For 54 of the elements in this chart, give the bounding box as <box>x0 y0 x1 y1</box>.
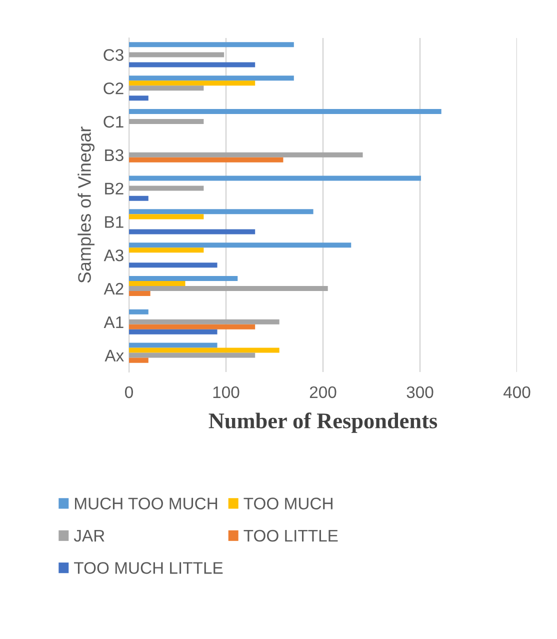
y-tick-label: Ax <box>104 350 124 362</box>
bar <box>129 280 186 286</box>
bar <box>129 329 218 334</box>
legend-label: MUCH TOO MUCH <box>75 498 218 510</box>
y-axis-title: Samples of Vinegar <box>78 126 94 283</box>
bar <box>129 324 256 330</box>
bar <box>129 286 328 292</box>
legend-label: TOO MUCH <box>244 498 332 510</box>
bar <box>129 42 294 48</box>
legend-label: TOO MUCH LITTLE <box>74 562 223 574</box>
y-tick-label: C2 <box>104 82 124 94</box>
bar <box>129 96 148 101</box>
y-tick-label: A1 <box>104 316 124 328</box>
y-tick-label: B1 <box>105 216 124 228</box>
bar <box>129 342 218 348</box>
bar <box>129 152 363 158</box>
x-tick-label: 0 <box>125 386 133 398</box>
bar <box>129 242 352 248</box>
y-tick-label: A2 <box>104 282 124 295</box>
bar <box>129 157 284 162</box>
x-tick-label: 400 <box>503 386 530 398</box>
y-tick-label: A3 <box>104 250 124 262</box>
bar <box>129 209 314 214</box>
y-tick-label: C3 <box>104 49 124 61</box>
y-tick-label: C1 <box>104 116 124 128</box>
bar <box>129 176 421 181</box>
bar <box>129 118 204 124</box>
legend-label: JAR <box>74 530 104 542</box>
bar <box>129 291 150 296</box>
bar <box>129 52 224 58</box>
x-tick-label: 100 <box>213 386 240 398</box>
bar <box>129 76 294 81</box>
bar <box>129 186 204 191</box>
bar <box>129 348 280 353</box>
bar <box>129 262 218 268</box>
bar <box>129 352 256 358</box>
bar <box>129 319 280 324</box>
bar <box>129 196 148 201</box>
legend-label: TOO LITTLE <box>244 530 338 542</box>
bar <box>129 80 256 86</box>
bar <box>129 214 204 220</box>
bar <box>129 358 148 363</box>
x-axis-title: Number of Respondents <box>208 412 438 433</box>
y-tick-label: B3 <box>105 149 124 162</box>
x-tick-label: 300 <box>406 386 434 398</box>
bar <box>129 276 238 281</box>
bar <box>129 229 256 234</box>
bar <box>129 108 442 114</box>
bar <box>129 62 256 68</box>
x-tick-label: 200 <box>310 386 336 398</box>
bar <box>129 309 148 314</box>
bar <box>129 86 204 91</box>
y-tick-label: B2 <box>105 182 124 194</box>
bar <box>129 248 204 253</box>
